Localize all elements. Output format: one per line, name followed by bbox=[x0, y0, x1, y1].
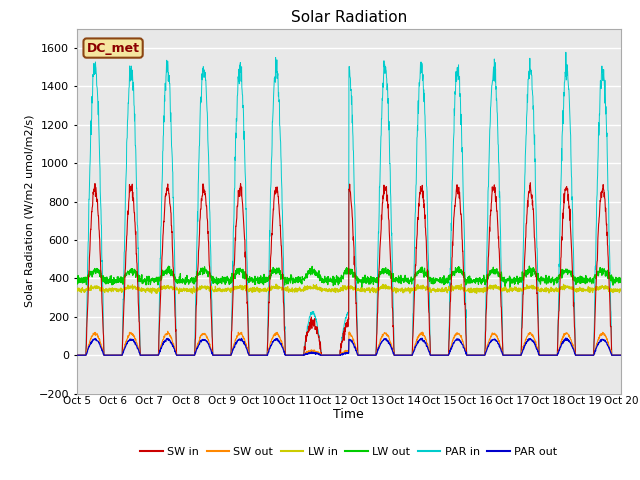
LW in bbox=[508, 287, 515, 293]
LW out bbox=[525, 263, 533, 269]
PAR in bbox=[584, 352, 592, 358]
LW in bbox=[377, 284, 385, 289]
SW in bbox=[569, 278, 577, 284]
PAR in bbox=[507, 352, 515, 358]
LW in bbox=[225, 286, 232, 291]
PAR in bbox=[562, 49, 570, 55]
LW out bbox=[617, 278, 625, 284]
Line: SW out: SW out bbox=[77, 331, 621, 355]
LW in bbox=[570, 286, 577, 292]
LW in bbox=[272, 281, 280, 287]
LW in bbox=[584, 284, 592, 289]
PAR out bbox=[617, 352, 625, 358]
PAR in bbox=[225, 352, 232, 358]
Line: PAR out: PAR out bbox=[77, 338, 621, 355]
PAR out bbox=[376, 342, 384, 348]
Line: SW in: SW in bbox=[77, 183, 621, 355]
LW out bbox=[73, 276, 81, 282]
X-axis label: Time: Time bbox=[333, 408, 364, 421]
PAR out bbox=[507, 352, 515, 358]
SW out bbox=[507, 352, 515, 358]
SW in bbox=[507, 352, 515, 358]
SW in bbox=[527, 180, 534, 186]
PAR in bbox=[365, 352, 372, 358]
PAR out bbox=[569, 346, 577, 351]
SW out bbox=[365, 352, 372, 358]
SW out bbox=[73, 352, 81, 358]
Text: DC_met: DC_met bbox=[86, 42, 140, 55]
Line: PAR in: PAR in bbox=[77, 52, 621, 355]
SW in bbox=[617, 352, 625, 358]
LW out bbox=[506, 285, 514, 290]
PAR out bbox=[562, 335, 570, 341]
SW in bbox=[584, 352, 592, 358]
SW out bbox=[584, 352, 592, 358]
PAR in bbox=[617, 352, 625, 358]
PAR out bbox=[73, 352, 81, 358]
LW out bbox=[365, 278, 372, 284]
LW in bbox=[73, 287, 81, 293]
LW out bbox=[584, 277, 592, 283]
PAR in bbox=[73, 352, 81, 358]
SW in bbox=[376, 242, 384, 248]
SW out bbox=[225, 352, 232, 358]
PAR out bbox=[365, 352, 372, 358]
Title: Solar Radiation: Solar Radiation bbox=[291, 10, 407, 25]
LW out bbox=[376, 269, 384, 275]
SW out bbox=[569, 342, 577, 348]
PAR in bbox=[376, 164, 384, 170]
SW out bbox=[376, 336, 384, 342]
Y-axis label: Solar Radiation (W/m2 umol/m2/s): Solar Radiation (W/m2 umol/m2/s) bbox=[24, 115, 35, 308]
Line: LW in: LW in bbox=[77, 284, 621, 294]
SW in bbox=[73, 352, 81, 358]
SW out bbox=[164, 328, 172, 334]
LW in bbox=[617, 287, 625, 292]
SW in bbox=[225, 352, 232, 358]
LW in bbox=[365, 286, 372, 291]
SW in bbox=[365, 352, 372, 358]
PAR out bbox=[584, 352, 592, 358]
LW out bbox=[507, 279, 515, 285]
PAR out bbox=[225, 352, 232, 358]
Legend: SW in, SW out, LW in, LW out, PAR in, PAR out: SW in, SW out, LW in, LW out, PAR in, PA… bbox=[136, 442, 562, 461]
LW out bbox=[225, 279, 232, 285]
SW out bbox=[617, 352, 625, 358]
Line: LW out: LW out bbox=[77, 266, 621, 288]
LW out bbox=[570, 277, 577, 283]
LW in bbox=[189, 291, 196, 297]
PAR in bbox=[569, 233, 577, 239]
